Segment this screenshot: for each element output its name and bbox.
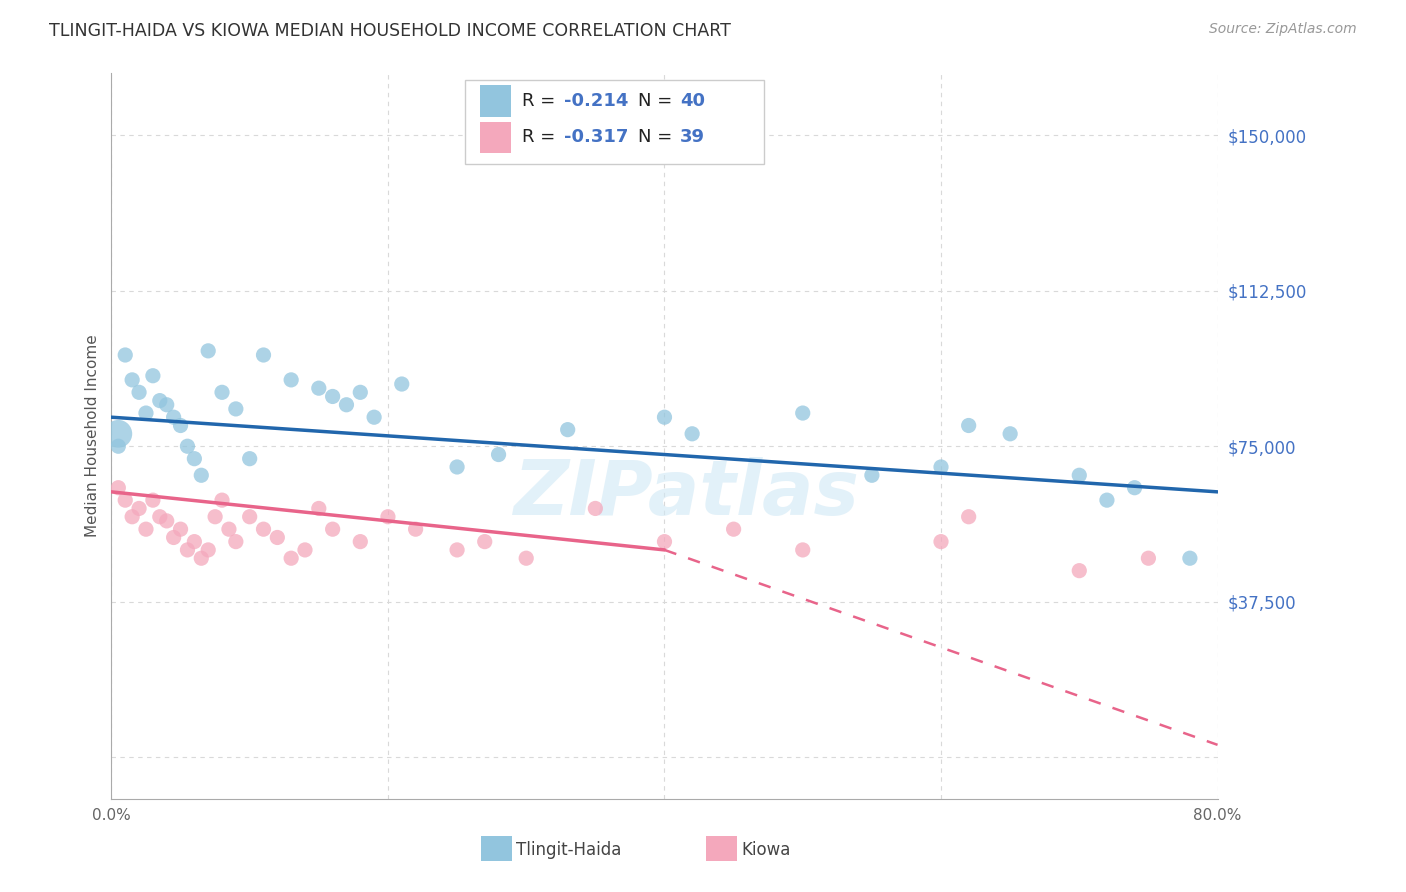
Point [792, 543, 814, 558]
Text: 39: 39 [681, 128, 704, 146]
Point [162, 410, 184, 425]
Point [474, 534, 496, 549]
Point [308, 501, 330, 516]
Point [142, 493, 165, 508]
Point [391, 377, 413, 392]
Point [156, 514, 179, 528]
Point [349, 534, 371, 549]
Point [1137, 551, 1160, 566]
Point [1069, 564, 1091, 578]
Text: -0.214: -0.214 [564, 92, 628, 110]
Text: -0.317: -0.317 [564, 128, 628, 146]
Y-axis label: Median Household Income: Median Household Income [86, 334, 100, 537]
Point [335, 398, 357, 412]
Point [114, 493, 136, 508]
Text: R =: R = [522, 128, 561, 146]
Point [488, 448, 510, 462]
Point [557, 423, 579, 437]
Point [128, 385, 150, 400]
Point [998, 426, 1021, 441]
Point [169, 418, 191, 433]
Point [169, 522, 191, 536]
Point [349, 385, 371, 400]
Point [176, 543, 198, 558]
Point [377, 509, 399, 524]
Text: Tlingit-Haida: Tlingit-Haida [516, 841, 621, 859]
Point [135, 406, 157, 420]
Point [107, 439, 129, 453]
Point [190, 468, 212, 483]
Point [190, 551, 212, 566]
Point [860, 468, 883, 483]
Point [183, 534, 205, 549]
Point [121, 509, 143, 524]
Point [446, 543, 468, 558]
Point [405, 522, 427, 536]
Point [225, 401, 247, 416]
Text: 40: 40 [681, 92, 704, 110]
Point [308, 381, 330, 395]
Point [252, 348, 274, 362]
Point [149, 393, 172, 408]
Point [363, 410, 385, 425]
Point [239, 509, 262, 524]
FancyBboxPatch shape [479, 86, 510, 117]
Point [322, 522, 344, 536]
Point [957, 418, 980, 433]
Text: Kiowa: Kiowa [741, 841, 790, 859]
Point [280, 373, 302, 387]
Point [211, 385, 233, 400]
Point [225, 534, 247, 549]
Point [294, 543, 316, 558]
Text: Source: ZipAtlas.com: Source: ZipAtlas.com [1209, 22, 1357, 37]
Point [183, 451, 205, 466]
Point [792, 406, 814, 420]
Point [135, 522, 157, 536]
Point [322, 389, 344, 403]
Point [149, 509, 172, 524]
Point [252, 522, 274, 536]
Point [681, 426, 703, 441]
Point [107, 426, 129, 441]
Point [239, 451, 262, 466]
Point [218, 522, 240, 536]
Point [929, 460, 952, 475]
Point [197, 543, 219, 558]
Point [280, 551, 302, 566]
Point [1123, 481, 1146, 495]
Point [654, 410, 676, 425]
Point [211, 493, 233, 508]
Point [266, 531, 288, 545]
FancyBboxPatch shape [465, 80, 763, 164]
Point [121, 373, 143, 387]
Text: ZIPatlas: ZIPatlas [513, 457, 859, 531]
Point [583, 501, 606, 516]
Point [1095, 493, 1118, 508]
Text: N =: N = [638, 128, 678, 146]
Point [1178, 551, 1201, 566]
Text: TLINGIT-HAIDA VS KIOWA MEDIAN HOUSEHOLD INCOME CORRELATION CHART: TLINGIT-HAIDA VS KIOWA MEDIAN HOUSEHOLD … [49, 22, 731, 40]
Point [204, 509, 226, 524]
Point [142, 368, 165, 383]
Point [515, 551, 537, 566]
Point [723, 522, 745, 536]
Point [128, 501, 150, 516]
Text: N =: N = [638, 92, 678, 110]
Point [107, 481, 129, 495]
Point [176, 439, 198, 453]
Point [957, 509, 980, 524]
Point [156, 398, 179, 412]
Point [162, 531, 184, 545]
Point [1069, 468, 1091, 483]
Point [654, 534, 676, 549]
Point [197, 343, 219, 358]
Point [446, 460, 468, 475]
Point [929, 534, 952, 549]
FancyBboxPatch shape [479, 121, 510, 153]
Text: R =: R = [522, 92, 561, 110]
Point [114, 348, 136, 362]
